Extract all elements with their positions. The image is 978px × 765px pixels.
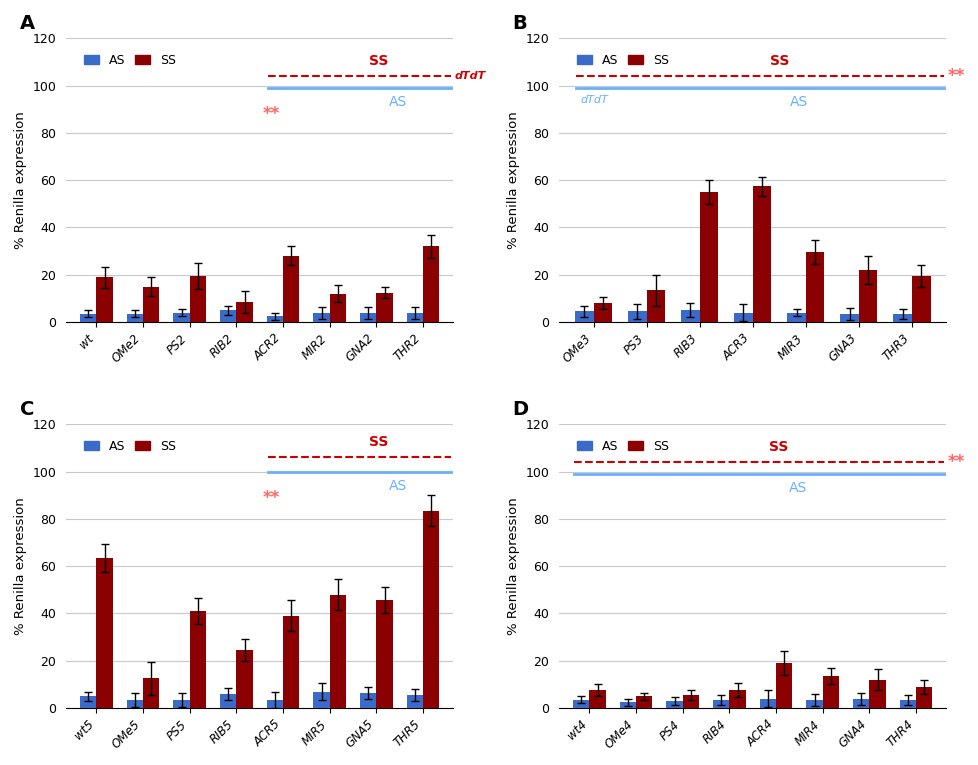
Bar (236, 302, 252, 322)
Bar (666, 701, 682, 708)
Bar (734, 313, 752, 322)
Bar (407, 313, 422, 322)
Bar (776, 663, 791, 708)
Bar (619, 702, 636, 708)
Text: SS: SS (369, 435, 388, 449)
Bar (589, 690, 605, 708)
Bar (80, 696, 96, 708)
Bar (712, 700, 729, 708)
Bar (266, 316, 283, 322)
Text: dTdT: dTdT (455, 71, 486, 81)
Bar (330, 294, 346, 322)
Bar (572, 700, 589, 708)
Y-axis label: % Renilla expression: % Renilla expression (14, 111, 26, 249)
Bar (96, 277, 112, 322)
Bar (80, 314, 96, 322)
Bar (360, 313, 377, 322)
Bar (646, 290, 664, 322)
Text: **: ** (263, 489, 280, 506)
Y-axis label: % Renilla expression: % Renilla expression (14, 497, 26, 635)
Bar (752, 186, 771, 322)
Text: AS: AS (788, 481, 806, 495)
Text: AS: AS (789, 95, 807, 109)
Text: AS: AS (388, 479, 407, 493)
Bar (806, 700, 822, 708)
Legend: AS, SS: AS, SS (80, 50, 180, 70)
Bar (283, 616, 299, 708)
Text: SS: SS (768, 440, 787, 454)
Bar (236, 650, 252, 708)
Bar (266, 700, 283, 708)
Bar (805, 252, 823, 322)
Text: SS: SS (369, 54, 388, 67)
Bar (126, 700, 143, 708)
Bar (422, 510, 439, 708)
Bar (220, 694, 236, 708)
Bar (173, 700, 190, 708)
Bar (330, 594, 346, 708)
Text: SS: SS (769, 54, 788, 67)
Bar (858, 270, 876, 322)
Bar (899, 700, 915, 708)
Bar (915, 687, 931, 708)
Text: D: D (512, 399, 528, 418)
Bar (377, 601, 392, 708)
Bar (729, 690, 745, 708)
Y-axis label: % Renilla expression: % Renilla expression (507, 497, 519, 635)
Text: **: ** (947, 453, 964, 471)
Bar (220, 311, 236, 322)
Bar (407, 695, 422, 708)
Text: B: B (512, 14, 527, 33)
Legend: AS, SS: AS, SS (572, 50, 673, 70)
Bar (822, 676, 838, 708)
Bar (143, 287, 159, 322)
Bar (681, 311, 699, 322)
Text: A: A (20, 14, 34, 33)
Bar (636, 696, 651, 708)
Text: C: C (20, 399, 34, 418)
Bar (173, 313, 190, 322)
Bar (283, 256, 299, 322)
Bar (422, 246, 439, 322)
Text: **: ** (947, 67, 964, 85)
Bar (190, 611, 205, 708)
Bar (699, 192, 718, 322)
Legend: AS, SS: AS, SS (80, 436, 180, 457)
Bar (628, 311, 646, 322)
Bar (313, 313, 330, 322)
Bar (360, 692, 377, 708)
Legend: AS, SS: AS, SS (572, 436, 673, 457)
Bar (190, 276, 205, 322)
Bar (839, 314, 858, 322)
Bar (143, 679, 159, 708)
Bar (682, 695, 698, 708)
Bar (593, 303, 611, 322)
Text: dTdT: dTdT (580, 95, 607, 105)
Text: AS: AS (388, 95, 407, 109)
Bar (377, 292, 392, 322)
Y-axis label: % Renilla expression: % Renilla expression (507, 111, 519, 249)
Bar (96, 558, 112, 708)
Text: **: ** (263, 105, 280, 123)
Bar (126, 314, 143, 322)
Bar (786, 313, 805, 322)
Bar (759, 698, 776, 708)
Bar (313, 692, 330, 708)
Bar (852, 698, 868, 708)
Bar (911, 276, 930, 322)
Bar (574, 311, 593, 322)
Bar (868, 679, 885, 708)
Bar (893, 314, 911, 322)
